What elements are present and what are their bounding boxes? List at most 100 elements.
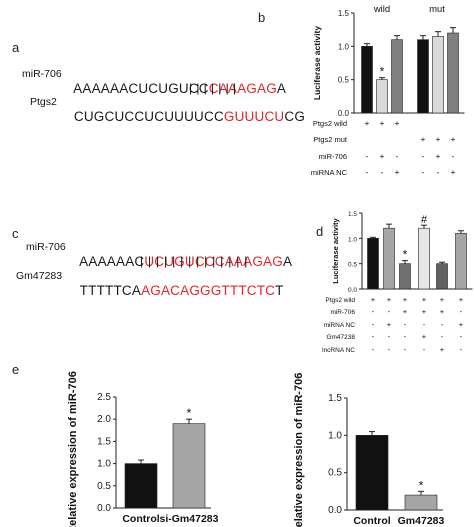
chart-b-row-cell: + <box>365 118 370 128</box>
chart-b-row-cell: + <box>451 134 456 144</box>
seq-a-bottom-black: CUGCUCCUCUUUUCC <box>73 109 224 124</box>
chart-b-row-label: miR-706 <box>319 152 347 161</box>
seq-c-top-sequence: AAAAAACUCUGUCCCAAAGAGA <box>72 239 292 269</box>
chart-d-row-cell: + <box>422 307 427 316</box>
chart-e2-y-tick-label: 0.0 <box>328 505 342 516</box>
chart-b-row-cell: - <box>452 151 455 161</box>
chart-b-bar <box>432 36 444 114</box>
chart-d-bar <box>383 227 395 290</box>
chart-b-y-tick-label: 1.5 <box>338 9 350 18</box>
chart-b-row-label: miRNA NC <box>311 168 348 177</box>
seq-c-bottom-black: TTTTTCA <box>79 283 142 298</box>
chart-b-row-cell: - <box>381 167 384 177</box>
chart-d-row-cell: - <box>388 332 391 341</box>
chart-e2-y-label: Relative expression of miR-706 <box>293 373 305 527</box>
chart-d-row-cell: + <box>403 295 408 304</box>
chart-d-row-cell: + <box>459 295 464 304</box>
chart-d-row-label: Gm47238 <box>326 334 355 341</box>
chart-d-row-cell: - <box>372 320 375 329</box>
chart-b-y-tick-label: 0.0 <box>338 109 350 118</box>
seq-a-top-label: miR-706 <box>22 68 62 80</box>
chart-e1-y-tick-label: 2.5 <box>97 392 111 403</box>
panel-letter-b: b <box>258 10 266 25</box>
seq-a-base-pairs: ||||||| <box>189 81 241 95</box>
chart-d-row-label: lncRNA NC <box>322 347 355 354</box>
chart-d-row-cell: - <box>372 332 375 341</box>
chart-d-row-cell: - <box>404 332 407 341</box>
seq-c-bottom-red: AGACAGGGTTTCTC <box>141 283 276 298</box>
chart-b-row-cell: + <box>395 118 400 128</box>
chart-e1-y-tick-label: 1.5 <box>97 436 111 447</box>
chart-e1-category-label: si-Gm47283 <box>160 513 219 525</box>
chart-e1-y-tick-label: 2.0 <box>97 414 111 425</box>
chart-b-row-cell: - <box>366 167 369 177</box>
seq-a-top-black: AAAAAACUCUGUCC <box>73 81 209 96</box>
chart-d-row-cell: + <box>440 295 445 304</box>
chart-d-row-label: miRNA NC <box>324 322 356 329</box>
chart-d-row-cell: - <box>441 332 444 341</box>
chart-b-row-cell: - <box>396 151 399 161</box>
chart-b-bar <box>361 46 373 114</box>
chart-d-row-cell: + <box>440 307 445 316</box>
chart-d-y-tick-label: 0.0 <box>348 287 357 294</box>
chart-d-bar <box>367 238 379 290</box>
seq-c-bottom-sequence: TTTTTCAAGACAGGGTTTCTCT <box>72 268 284 298</box>
chart-e1-y-tick-label: 0.5 <box>97 481 111 492</box>
chart-d-row-cell: - <box>460 345 463 354</box>
chart-d-row-cell: - <box>460 307 463 316</box>
chart-d-significance-mark: # <box>421 214 428 226</box>
chart-e2-y-tick-label: 0.5 <box>328 468 342 479</box>
seq-a-bottom-tail2: G <box>294 109 306 124</box>
chart-b-bar <box>376 79 388 114</box>
chart-e2-y-tick-label: 1.5 <box>328 393 342 404</box>
chart-d-row-label: miR-706 <box>330 309 355 316</box>
chart-d-significance-mark: * <box>403 248 408 262</box>
chart-d-bar <box>418 227 430 290</box>
chart-d-row-cell: + <box>387 295 392 304</box>
seq-c-top-label: miR-706 <box>26 241 66 253</box>
chart-e1-y-label: Relative expression of miR-706 <box>67 371 79 527</box>
chart-d-row-cell: - <box>423 320 426 329</box>
chart-b-group-label: wild <box>373 4 390 15</box>
chart-e2-category-label: Gm47283 <box>398 515 445 527</box>
chart-d-y-tick-label: 0.5 <box>348 262 357 269</box>
chart-d-y-tick-label: 1.5 <box>348 211 357 218</box>
chart-d-row-cell: - <box>404 345 407 354</box>
seq-a-bottom-tail: C <box>284 109 295 124</box>
chart-e2-significance-mark: * <box>419 478 424 492</box>
panel-letter-d: d <box>316 224 324 239</box>
chart-b-row-cell: - <box>366 151 369 161</box>
chart-b-significance-mark: * <box>380 65 385 79</box>
seq-a-bottom-label: Ptgs2 <box>30 96 57 108</box>
seq-a-bottom-sequence: CUGCUCCUCUUUUCCGUUUCUCG <box>66 94 305 124</box>
chart-e1-category-label: Control <box>122 513 159 525</box>
chart-d-row-label: Ptgs2 wild <box>325 297 355 304</box>
chart-e2-y-tick-label: 1.0 <box>328 430 342 441</box>
chart-d-row-cell: + <box>403 307 408 316</box>
chart-e1-bar <box>172 423 206 509</box>
panel-letter-c: c <box>12 226 19 241</box>
chart-d-row-cell: + <box>459 320 464 329</box>
chart-d-y-tick-label: 1.0 <box>348 236 357 243</box>
panel-letter-e: e <box>12 362 20 377</box>
seq-a-top-red: CAAAGAG <box>208 81 277 96</box>
chart-d-y-label: Luciferase activity <box>331 217 340 283</box>
chart-d-row-cell: - <box>460 332 463 341</box>
seq-a-bottom-red: GUUUCU <box>223 109 285 124</box>
chart-b-row-cell: + <box>380 118 385 128</box>
chart-d-row-cell: - <box>388 307 391 316</box>
chart-d-bar <box>455 232 467 290</box>
chart-d-row-cell: + <box>422 295 427 304</box>
chart-d-row-cell: - <box>388 345 391 354</box>
chart-d-row-cell: - <box>423 345 426 354</box>
panel-letter-a: a <box>12 40 20 55</box>
seq-a-top-tail: A <box>276 81 287 96</box>
chart-e1-significance-mark: * <box>187 406 192 420</box>
chart-b-row-cell: + <box>421 134 426 144</box>
chart-e2-bar <box>404 494 438 511</box>
chart-b-row-cell: + <box>380 151 385 161</box>
seq-c-top-black: AAAAAAC <box>79 254 145 269</box>
chart-d-row-cell: + <box>387 320 392 329</box>
chart-d-row-cell: - <box>372 307 375 316</box>
